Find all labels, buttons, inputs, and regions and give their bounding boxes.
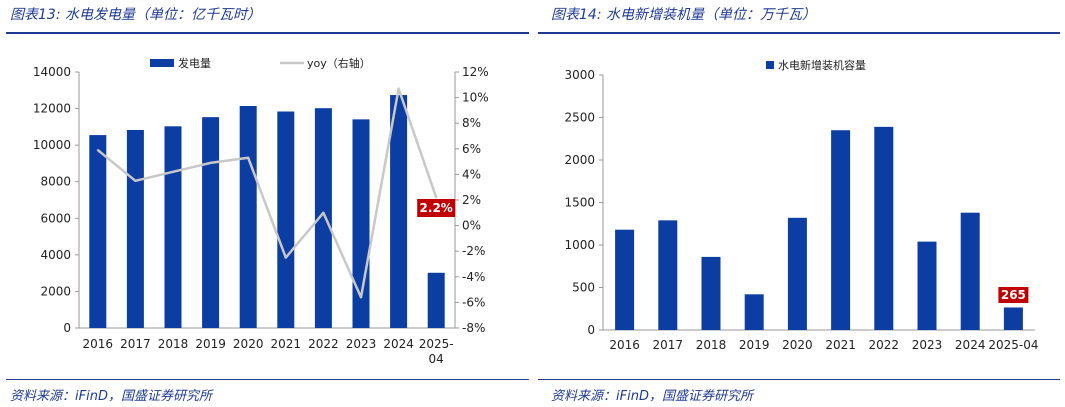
x-tick-label: 2024 — [383, 337, 414, 351]
r-y-tick-label: 2000 — [564, 153, 595, 167]
yoy-point — [360, 296, 362, 299]
left-source-note: 资料来源：iFinD，国盛证券研究所 — [10, 389, 212, 404]
generation-bar — [202, 117, 220, 328]
yoy-point — [172, 170, 174, 173]
r-y-tick-label: 2500 — [564, 111, 595, 125]
r-x-tick-label: 2024 — [955, 338, 986, 352]
capacity-bar — [658, 220, 678, 330]
x-tick-label: 04 — [429, 352, 444, 366]
yoy-point — [397, 87, 400, 90]
x-tick-label: 2020 — [233, 337, 264, 351]
r-y-tick-label: 0 — [587, 323, 595, 337]
capacity-callout-label: 265 — [1001, 288, 1026, 302]
left-title-rule — [6, 32, 529, 34]
left-y-tick-label: 6000 — [40, 211, 71, 225]
yoy-point — [209, 161, 212, 164]
x-tick-label: 2025- — [419, 337, 454, 351]
capacity-bar — [874, 126, 894, 330]
capacity-bar — [787, 217, 807, 330]
right-y-tick-label: -6% — [462, 295, 485, 309]
yoy-line — [97, 87, 438, 299]
r-y-tick-label: 500 — [572, 281, 595, 295]
r-y-tick-label: 1000 — [564, 238, 595, 252]
r-x-tick-label: 2019 — [739, 338, 770, 352]
r-x-tick-label: 2016 — [609, 338, 640, 352]
capacity-bar — [1003, 307, 1023, 330]
right-chart-title: 图表14: 水电新增装机量（单位：万千瓦） — [551, 7, 816, 23]
r-x-tick-label: 2018 — [696, 338, 727, 352]
left-chart-title: 图表13: 水电发电量（单位：亿千瓦时） — [10, 7, 261, 23]
left-y-tick-label: 8000 — [40, 175, 71, 189]
yoy-point — [322, 211, 325, 214]
capacity-bar — [960, 212, 980, 330]
capacity-bar — [831, 130, 851, 330]
yoy-point — [96, 149, 99, 152]
generation-bar — [89, 135, 107, 328]
capacity-bar — [701, 256, 721, 330]
right-y-tick-label: 6% — [462, 142, 481, 156]
generation-bar — [126, 129, 144, 328]
right-y-tick-label: 0% — [462, 219, 481, 233]
right-y-tick-label: 10% — [462, 91, 489, 105]
legend-line-label: yoy（右轴） — [307, 56, 371, 70]
yoy-callout-label: 2.2% — [420, 201, 453, 215]
generation-bar — [390, 95, 408, 328]
r-legend-swatch — [766, 61, 774, 69]
r-x-tick-label: 2017 — [653, 338, 684, 352]
capacity-bar — [615, 229, 635, 330]
generation-bar — [239, 106, 257, 328]
right-y-tick-label: -8% — [462, 321, 485, 335]
left-y-tick-label: 4000 — [40, 248, 71, 262]
generation-bar — [314, 108, 332, 328]
capacity-bar — [917, 241, 937, 330]
r-x-tick-label: 2022 — [869, 338, 900, 352]
x-tick-label: 2019 — [195, 337, 226, 351]
capacity-bar — [744, 294, 764, 330]
x-tick-label: 2021 — [271, 337, 302, 351]
x-tick-label: 2018 — [158, 337, 189, 351]
legend-bar-label: 发电量 — [178, 56, 211, 70]
left-y-tick-label: 14000 — [33, 65, 71, 79]
capacity-callout-box — [998, 287, 1029, 303]
yoy-point — [284, 256, 287, 259]
r-x-tick-label: 2023 — [912, 338, 943, 352]
x-tick-label: 2022 — [308, 337, 339, 351]
left-y-tick-label: 10000 — [33, 138, 71, 152]
right-y-tick-label: 12% — [462, 65, 489, 79]
r-legend-label: 水电新增装机容量 — [778, 58, 866, 72]
left-source-rule — [6, 379, 529, 380]
left-y-tick-label: 0 — [63, 321, 71, 335]
right-y-tick-label: -2% — [462, 244, 485, 258]
yoy-point — [134, 179, 137, 182]
right-y-tick-label: 8% — [462, 116, 481, 130]
r-y-tick-label: 3000 — [564, 68, 595, 82]
x-tick-label: 2016 — [83, 337, 114, 351]
left-y-tick-label: 12000 — [33, 102, 71, 116]
generation-bar — [427, 272, 445, 328]
r-x-tick-label: 2025-04 — [988, 338, 1038, 352]
right-source-rule — [538, 379, 1060, 380]
yoy-callout-box — [417, 199, 456, 217]
r-x-tick-label: 2020 — [782, 338, 813, 352]
r-y-tick-label: 1500 — [564, 196, 595, 210]
right-y-tick-label: -4% — [462, 270, 485, 284]
x-tick-label: 2017 — [120, 337, 151, 351]
yoy-point — [247, 156, 250, 159]
right-y-tick-label: 4% — [462, 167, 481, 181]
left-y-tick-label: 2000 — [40, 284, 71, 298]
yoy-point — [435, 196, 438, 199]
right-source-note: 资料来源：iFinD，国盛证券研究所 — [551, 389, 753, 404]
right-y-tick-label: 2% — [462, 193, 481, 207]
right-title-rule — [538, 32, 1060, 34]
generation-bar — [164, 126, 182, 329]
r-x-tick-label: 2021 — [825, 338, 856, 352]
x-tick-label: 2023 — [346, 337, 377, 351]
legend-bar-swatch — [150, 59, 174, 67]
generation-bar — [277, 111, 295, 328]
